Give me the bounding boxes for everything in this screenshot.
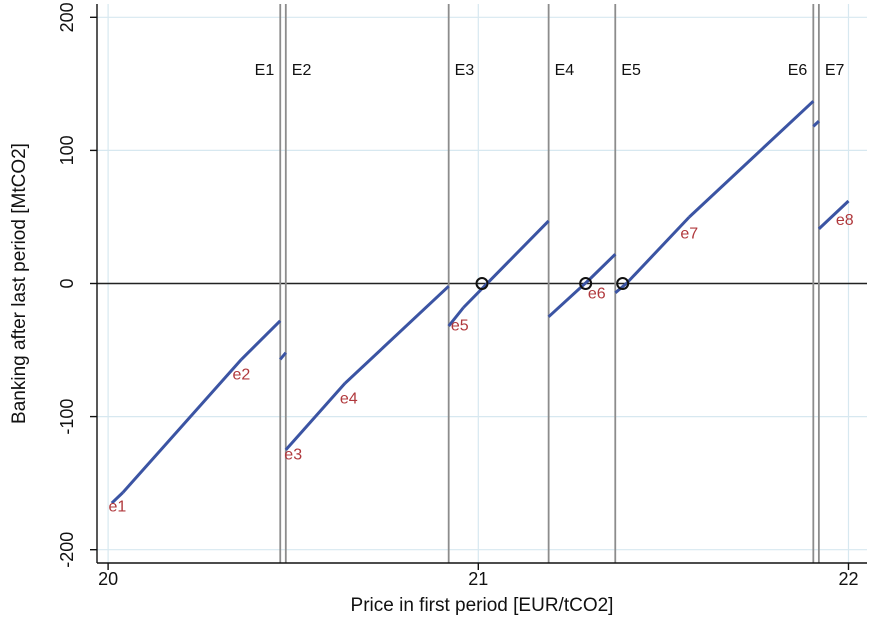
equilibrium-marker-2: [579, 277, 593, 290]
series-segment-2: [121, 358, 243, 494]
series-segment-6: [343, 285, 450, 385]
segment-label-e5: e5: [451, 317, 469, 334]
equilibrium-marker-1: [475, 277, 489, 290]
segment-label-e8: e8: [836, 212, 854, 229]
series-segment-8: [462, 219, 550, 309]
y-tick-label-2: 0: [57, 278, 77, 288]
segment-label-e1: e1: [108, 498, 126, 515]
x-tick-label-1: 21: [468, 569, 488, 589]
series-segment-4: [279, 351, 287, 361]
series-segment-9: [547, 278, 591, 318]
y-axis-title: Banking after last period [MtCO2]: [9, 143, 30, 424]
series-segment-10: [588, 253, 617, 281]
series-segment-3: [240, 319, 282, 361]
series-segment-5: [284, 382, 347, 451]
x-axis-title: Price in first period [EUR/tCO2]: [351, 595, 614, 616]
segment-label-e3: e3: [284, 446, 302, 463]
event-label-e3: E3: [455, 62, 475, 79]
equilibrium-marker-3: [616, 277, 630, 290]
series-segment-14: [812, 120, 820, 128]
series-segment-13: [688, 100, 815, 219]
segment-label-e7: e7: [680, 225, 698, 242]
series-segment-1: [110, 491, 124, 505]
event-label-e5: E5: [621, 62, 641, 79]
x-tick-label-2: 22: [838, 569, 858, 589]
event-label-e2: E2: [292, 62, 312, 79]
event-label-e4: E4: [555, 62, 575, 79]
segment-label-e4: e4: [340, 391, 358, 408]
segment-label-e6: e6: [588, 285, 606, 302]
event-label-e6: E6: [788, 62, 808, 79]
y-tick-label-0: -200: [57, 532, 77, 568]
y-tick-label-3: 100: [57, 135, 77, 165]
series-segment-15: [817, 199, 850, 230]
series-segment-7: [447, 306, 465, 328]
event-label-e1: E1: [255, 62, 275, 79]
series-segment-12: [625, 215, 691, 285]
x-tick-label-0: 20: [98, 569, 118, 589]
y-tick-label-4: 200: [57, 2, 77, 32]
event-label-e7: E7: [825, 62, 845, 79]
y-tick-label-1: -100: [57, 399, 77, 435]
segment-label-e2: e2: [232, 367, 250, 384]
